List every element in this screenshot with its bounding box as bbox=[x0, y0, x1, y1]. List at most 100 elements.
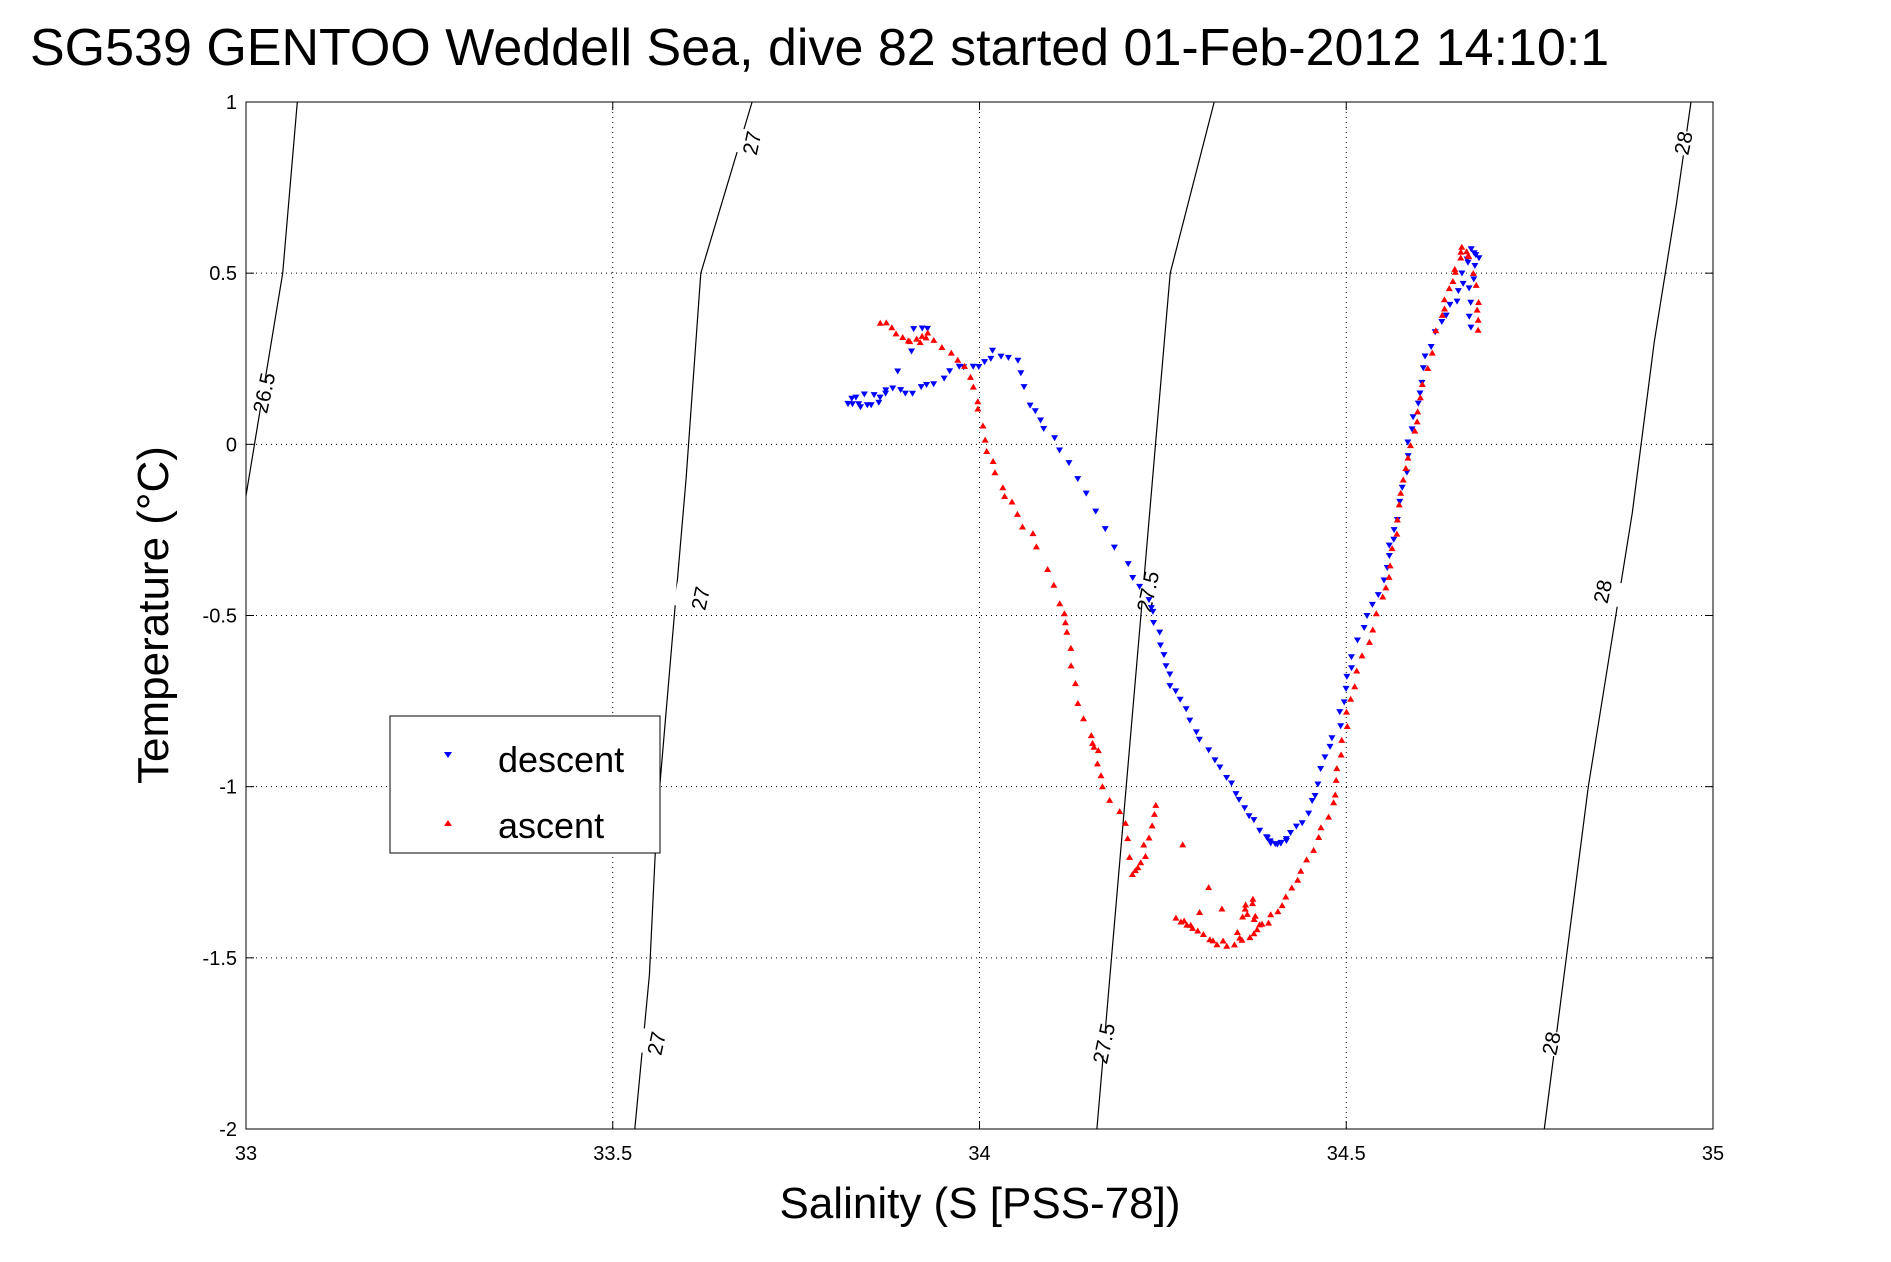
ascent-point bbox=[1424, 364, 1432, 371]
descent-point bbox=[1014, 357, 1022, 364]
ascent-point bbox=[1294, 876, 1302, 883]
descent-point bbox=[844, 400, 852, 407]
ascent-point bbox=[1050, 581, 1058, 588]
contour-label: 28 bbox=[1670, 129, 1697, 157]
contour-label-background bbox=[1575, 574, 1631, 609]
descent-point bbox=[1145, 597, 1153, 604]
ascent-point bbox=[1297, 867, 1305, 874]
descent-point bbox=[1308, 797, 1316, 804]
descent-point bbox=[1166, 683, 1174, 690]
ascent-point bbox=[1315, 834, 1323, 841]
descent-point bbox=[1172, 688, 1180, 695]
contour-label: 27 bbox=[644, 1030, 671, 1058]
contour-label-background bbox=[1076, 1026, 1133, 1061]
ascent-point bbox=[1386, 562, 1394, 569]
descent-point bbox=[848, 401, 856, 408]
descent-point bbox=[882, 387, 890, 394]
ascent-point bbox=[1402, 465, 1410, 472]
descent-point bbox=[955, 363, 963, 370]
descent-point bbox=[1343, 673, 1351, 680]
descent-point bbox=[1467, 246, 1475, 253]
descent-point bbox=[918, 325, 926, 332]
ascent-point bbox=[1145, 834, 1153, 841]
descent-point bbox=[1101, 526, 1109, 533]
ascent-point bbox=[1451, 268, 1459, 275]
descent-point bbox=[1465, 313, 1473, 320]
ascent-point bbox=[1032, 543, 1040, 550]
descent-point bbox=[1467, 324, 1475, 331]
ascent-point bbox=[1267, 911, 1275, 918]
ascent-point bbox=[1179, 841, 1187, 848]
ascent-point bbox=[1278, 902, 1286, 909]
descent-point bbox=[1074, 476, 1082, 483]
ascent-point bbox=[1080, 715, 1088, 722]
ascent-point bbox=[1253, 926, 1261, 933]
ascent-point bbox=[1097, 772, 1105, 779]
contour-label-background bbox=[672, 581, 729, 616]
ascent-point bbox=[1372, 610, 1380, 617]
ascent-point bbox=[1087, 732, 1095, 739]
data-points bbox=[844, 243, 1483, 949]
descent-point bbox=[910, 326, 918, 333]
descent-point bbox=[1195, 736, 1203, 743]
y-tick-label: -0.5 bbox=[203, 606, 237, 628]
legend-ascent-label: ascent bbox=[498, 805, 604, 846]
ascent-point bbox=[1137, 859, 1145, 866]
ascent-point bbox=[1265, 919, 1273, 926]
descent-point bbox=[1065, 460, 1073, 467]
ascent-point bbox=[1393, 516, 1401, 523]
ascent-point bbox=[1063, 628, 1071, 635]
ascent-point bbox=[916, 339, 924, 346]
legend-box bbox=[389, 715, 661, 854]
density-contour-line bbox=[245, 101, 298, 496]
descent-point bbox=[1250, 817, 1258, 824]
ascent-point bbox=[913, 335, 921, 342]
density-contour-line bbox=[634, 101, 753, 1130]
descent-point bbox=[1082, 490, 1090, 497]
descent-point bbox=[897, 387, 905, 394]
ascent-point bbox=[1445, 285, 1453, 292]
descent-point bbox=[1453, 298, 1461, 305]
descent-point bbox=[1403, 469, 1411, 476]
descent-point bbox=[908, 348, 916, 355]
chart-title: SG539 GENTOO Weddell Sea, dive 82 starte… bbox=[30, 19, 1609, 77]
y-tick-label: 0.5 bbox=[209, 263, 237, 285]
ascent-point bbox=[1399, 476, 1407, 483]
descent-point bbox=[1317, 765, 1325, 772]
contour-label: 27 bbox=[739, 129, 766, 157]
ascent-point bbox=[1060, 610, 1068, 617]
descent-point bbox=[860, 391, 868, 398]
descent-point bbox=[1026, 402, 1034, 409]
descent-point bbox=[1374, 592, 1382, 599]
descent-point bbox=[981, 359, 989, 366]
ascent-point bbox=[1418, 381, 1426, 388]
ascent-point bbox=[1351, 683, 1359, 690]
ascent-point bbox=[1241, 905, 1249, 912]
ascent-point bbox=[1428, 349, 1436, 356]
descent-point bbox=[1017, 370, 1025, 377]
descent-point bbox=[1040, 425, 1048, 432]
descent-point bbox=[1419, 365, 1427, 372]
ascent-point bbox=[1382, 584, 1390, 591]
ascent-point bbox=[1213, 941, 1221, 948]
descent-point bbox=[1414, 400, 1422, 407]
ascent-point bbox=[904, 337, 912, 344]
descent-point bbox=[863, 402, 871, 409]
y-tick-label: -2 bbox=[219, 1119, 237, 1141]
ascent-point bbox=[1365, 638, 1373, 645]
descent-point bbox=[1390, 536, 1398, 543]
descent-point bbox=[1458, 270, 1466, 277]
descent-point bbox=[1156, 642, 1164, 649]
ascent-point bbox=[954, 356, 962, 363]
ascent-point bbox=[888, 324, 896, 331]
ascent-point bbox=[1106, 796, 1114, 803]
descent-point bbox=[1353, 637, 1361, 644]
ascent-point bbox=[1094, 747, 1102, 754]
descent-point bbox=[1454, 288, 1462, 295]
descent-point bbox=[1326, 743, 1334, 750]
density-contour-line bbox=[1543, 101, 1692, 1130]
y-tick-label: 0 bbox=[226, 434, 237, 456]
ascent-point bbox=[1172, 914, 1180, 921]
ascent-point bbox=[1416, 394, 1424, 401]
descent-point bbox=[876, 394, 884, 401]
